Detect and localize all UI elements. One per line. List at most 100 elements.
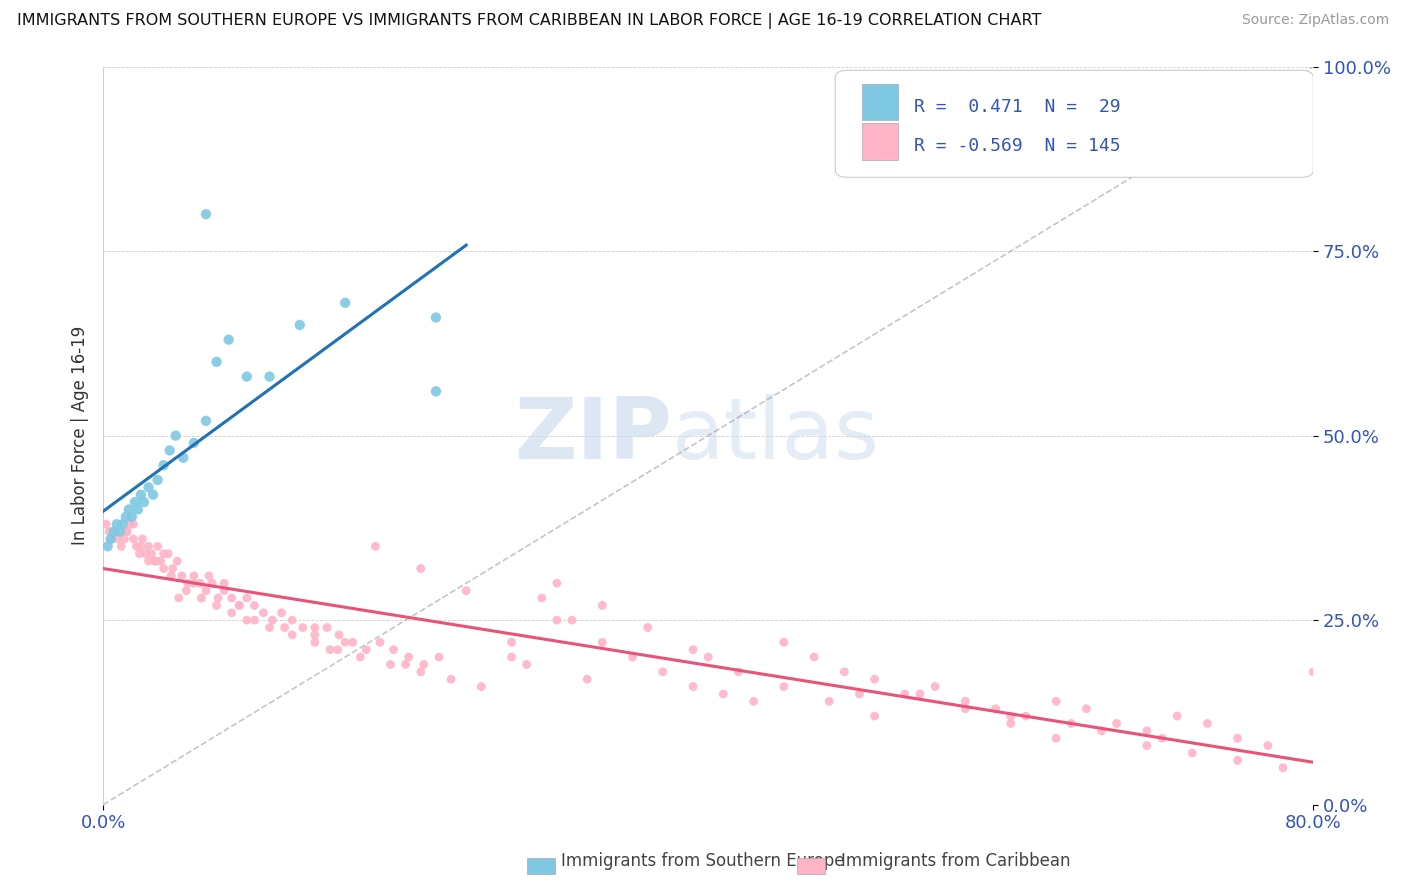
Text: atlas: atlas (672, 394, 880, 477)
Point (456, 583, 478, 598)
Point (110, 540, 132, 554)
Point (409, 561, 432, 575)
Point (121, 509, 143, 524)
Point (98, 524, 121, 539)
Point (122, 532, 145, 546)
Point (440, 672, 463, 686)
Point (818, 694, 841, 708)
Point (1105, 716, 1128, 731)
Point (162, 561, 184, 575)
Point (183, 569, 205, 583)
Point (546, 576, 568, 591)
Point (591, 599, 613, 613)
Point (166, 554, 188, 568)
Text: IMMIGRANTS FROM SOUTHERN EUROPE VS IMMIGRANTS FROM CARIBBEAN IN LABOR FORCE | AG: IMMIGRANTS FROM SOUTHERN EUROPE VS IMMIG… (17, 13, 1042, 29)
Point (176, 583, 198, 598)
Point (319, 642, 342, 657)
Point (228, 599, 250, 613)
Point (863, 672, 886, 686)
Point (425, 384, 447, 399)
Point (530, 591, 553, 605)
Point (195, 583, 218, 598)
Point (364, 540, 387, 554)
Point (349, 650, 371, 665)
Point (1166, 709, 1188, 723)
Point (127, 502, 149, 516)
Point (120, 517, 142, 532)
Point (183, 576, 205, 591)
Point (129, 488, 152, 502)
Point (501, 650, 523, 665)
Point (134, 547, 156, 561)
Text: R = -0.569  N = 145: R = -0.569 N = 145 (914, 136, 1121, 154)
Bar (862, 84, 898, 120)
Point (96, 517, 118, 532)
Point (198, 569, 221, 583)
Point (333, 635, 356, 649)
Point (1272, 761, 1295, 775)
Point (742, 694, 765, 708)
Point (152, 561, 174, 575)
Point (1000, 709, 1022, 723)
Point (138, 540, 160, 554)
Point (908, 687, 931, 701)
Point (561, 613, 583, 627)
Point (128, 547, 150, 561)
Point (1000, 716, 1022, 731)
Point (621, 650, 644, 665)
Point (772, 635, 794, 649)
Point (195, 207, 218, 221)
Point (924, 680, 946, 694)
Point (1150, 731, 1173, 746)
Point (546, 613, 568, 627)
Point (177, 576, 200, 591)
Point (1197, 716, 1219, 731)
Y-axis label: In Labor Force | Age 16-19: In Labor Force | Age 16-19 (72, 326, 89, 545)
Point (382, 642, 405, 657)
Point (409, 665, 432, 679)
Point (165, 428, 187, 442)
Point (149, 554, 172, 568)
Point (160, 569, 183, 583)
Point (281, 613, 304, 627)
Point (188, 576, 211, 591)
Point (576, 672, 599, 686)
Point (304, 621, 326, 635)
Point (105, 517, 128, 532)
Point (803, 650, 825, 665)
Point (1090, 723, 1112, 738)
Point (142, 488, 165, 502)
Point (682, 680, 704, 694)
Point (1076, 702, 1098, 716)
Point (1226, 731, 1249, 746)
Point (129, 540, 152, 554)
Point (145, 554, 167, 568)
Point (131, 532, 153, 546)
Point (273, 621, 295, 635)
Point (834, 665, 856, 679)
Text: Immigrants from Caribbean: Immigrants from Caribbean (841, 852, 1071, 870)
Point (201, 576, 224, 591)
Point (236, 369, 259, 384)
Point (1045, 731, 1067, 746)
Point (146, 540, 169, 554)
Point (132, 495, 155, 509)
Point (984, 702, 1007, 716)
Point (138, 554, 160, 568)
Text: R =  0.471  N =  29: R = 0.471 N = 29 (914, 98, 1121, 116)
Point (212, 576, 235, 591)
Point (281, 628, 304, 642)
Point (955, 694, 977, 708)
Point (368, 635, 391, 649)
Point (412, 657, 434, 672)
Point (159, 443, 181, 458)
Point (218, 333, 240, 347)
Point (591, 635, 613, 649)
Point (1136, 739, 1159, 753)
Point (894, 687, 917, 701)
Point (190, 591, 212, 605)
Point (328, 628, 350, 642)
Point (221, 606, 243, 620)
Point (1257, 739, 1279, 753)
Point (236, 591, 259, 605)
